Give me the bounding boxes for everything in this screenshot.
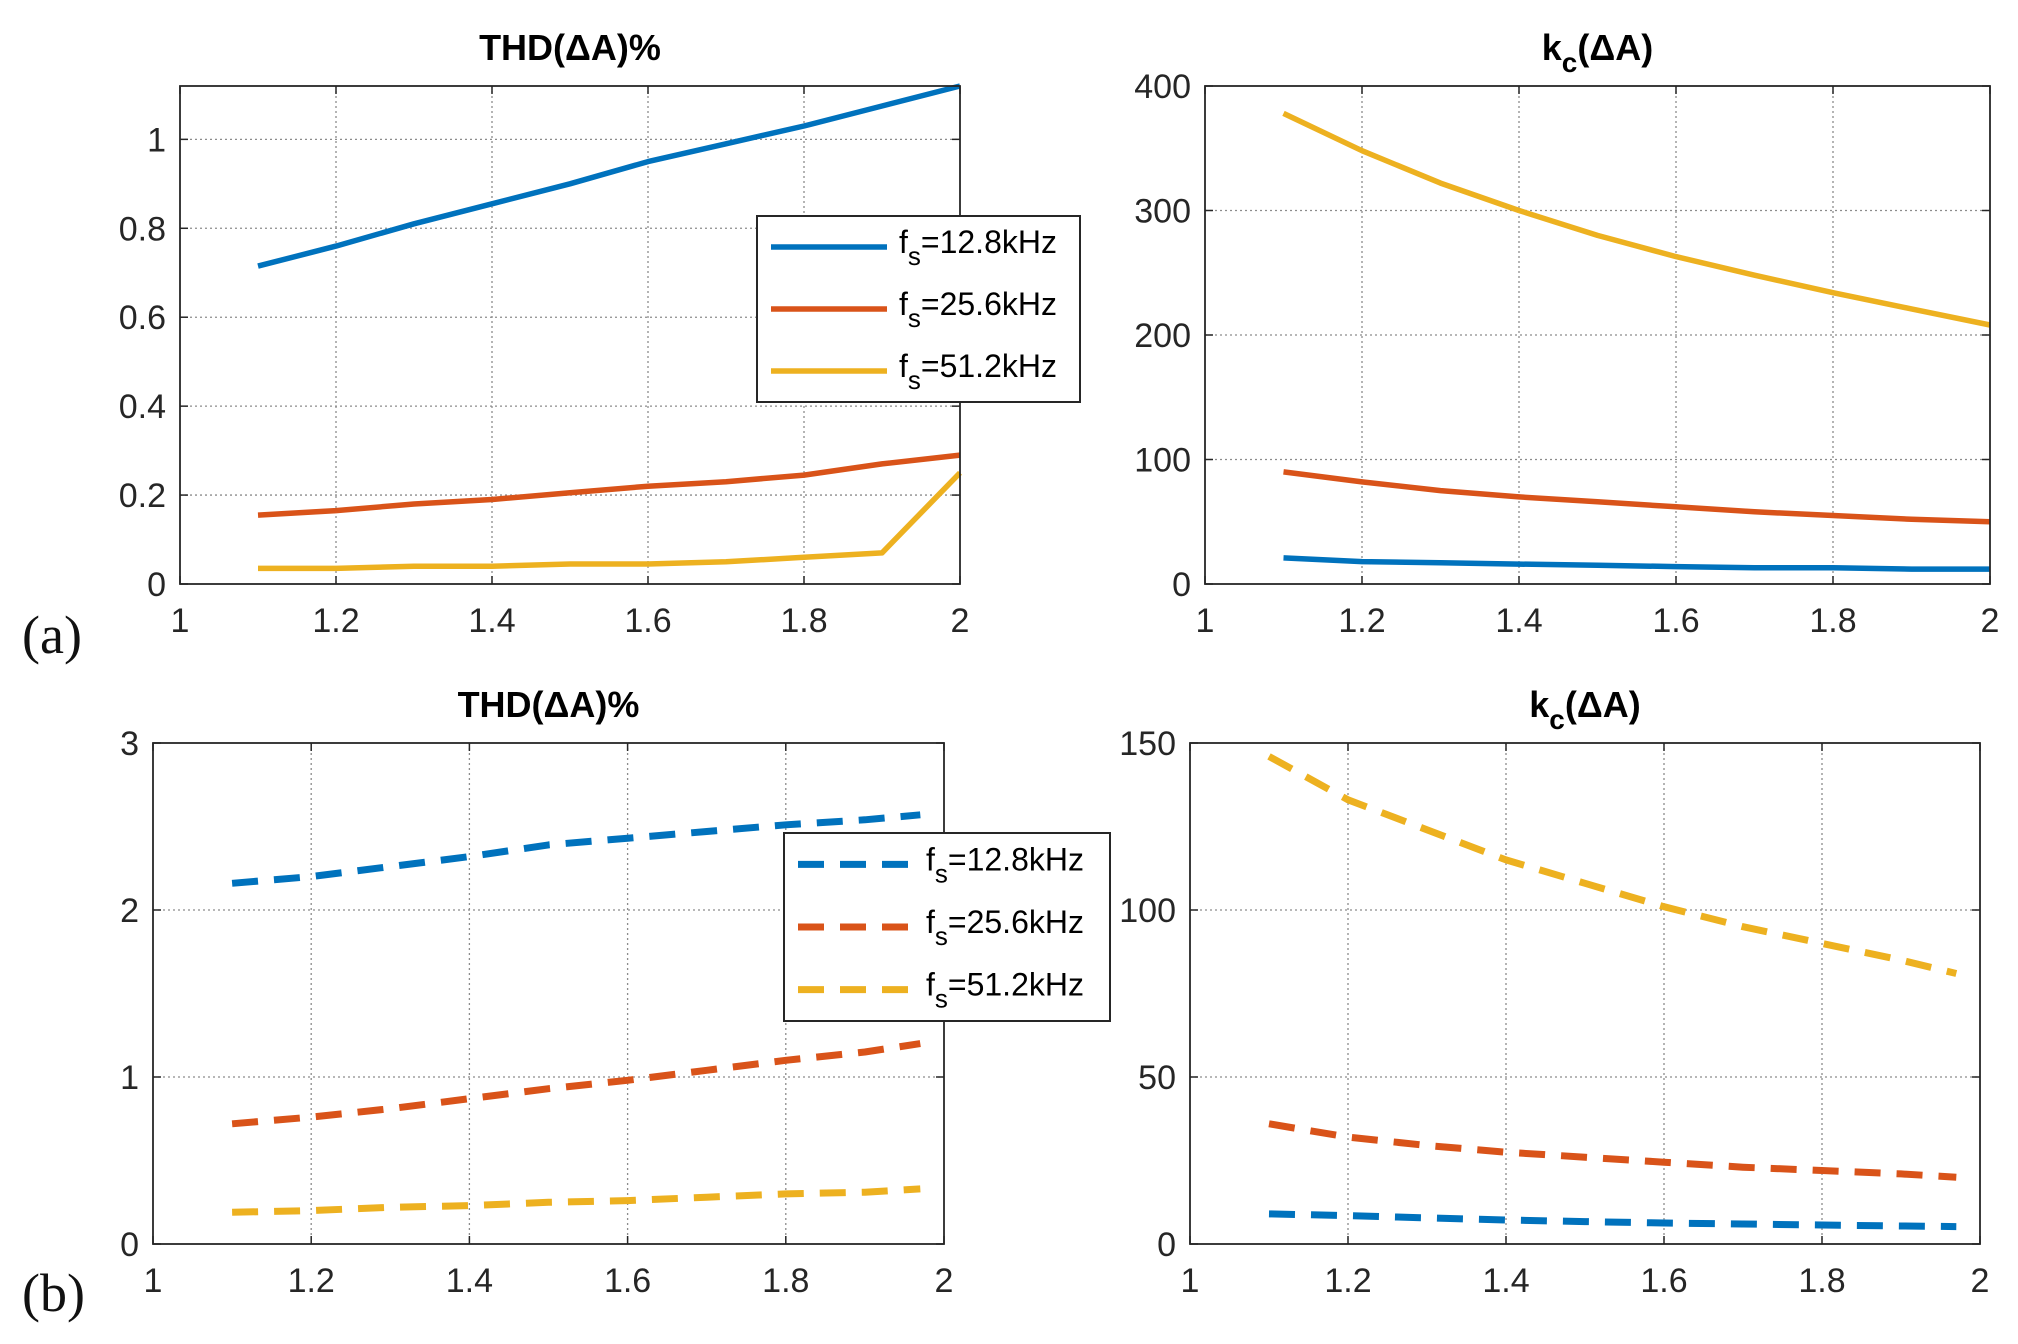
y-tick-label: 200 <box>1134 317 1191 355</box>
y-tick-label: 0.2 <box>119 477 166 515</box>
chart-b-right: 1 1.2 1.4 1.6 1.8 2 0 50 100 150 kc(ΔA) <box>1119 684 1989 1300</box>
series-line-fs=25.6kHz <box>231 1040 921 1128</box>
y-tick-label: 300 <box>1134 193 1191 231</box>
x-tick-label: 2 <box>1981 602 2000 640</box>
series-line-fs=51.2kHz <box>1267 753 1958 977</box>
axes-box <box>1204 85 1991 585</box>
chart-b-left: 1 1.2 1.4 1.6 1.8 20123THD(ΔA)%fs=12.8kHzfs=2… <box>120 684 1111 1300</box>
x-tick-label: 1.8 <box>1809 602 1856 640</box>
series-line-fs=25.6kHz <box>1268 1120 1957 1181</box>
series-line-fs=51.2kHz <box>258 470 962 572</box>
y-tick-label: 100 <box>1119 892 1176 930</box>
x-tick-label: 1.2 <box>312 602 359 640</box>
x-tick-label: 1 <box>1196 602 1215 640</box>
y-tick-label: 1 <box>120 1059 139 1097</box>
panel-label-a: (a) <box>22 605 82 665</box>
series-line-fs=25.6kHz <box>1283 469 1991 525</box>
y-tick-label: 100 <box>1134 442 1191 480</box>
y-tick-label: 2 <box>120 892 139 930</box>
y-tick-label: 0.6 <box>119 299 166 337</box>
x-tick-label: 1.8 <box>762 1262 809 1300</box>
y-tick-label: 400 <box>1134 68 1191 106</box>
chart-title: THD(ΔA)% <box>479 27 661 68</box>
legend-entry: fs=25.6kHz <box>899 286 1057 333</box>
series-line-fs=51.2kHz <box>232 1185 921 1216</box>
series-line-fs=12.8kHz <box>1283 555 1990 572</box>
y-tick-label: 0.8 <box>119 210 166 248</box>
legend-box <box>783 832 1111 1022</box>
series-line-fs=12.8kHz <box>231 811 921 887</box>
x-tick-label: 1.6 <box>624 602 671 640</box>
y-tick-label: 0 <box>147 566 166 604</box>
x-tick-label: 2 <box>1971 1262 1990 1300</box>
y-tick-label: 150 <box>1119 725 1176 763</box>
x-tick-label: 1.6 <box>1652 602 1699 640</box>
y-tick-label: 3 <box>120 725 139 763</box>
legend-entry: fs=51.2kHz <box>899 348 1057 395</box>
y-tick-label: 0 <box>1172 566 1191 604</box>
x-tick-label: 1.8 <box>1798 1262 1845 1300</box>
y-tick-label: 0 <box>120 1226 139 1264</box>
series-line-fs=12.8kHz <box>1268 1210 1957 1231</box>
chart-a-right: 1 1.2 1.4 1.6 1.8 2 0 100 200 300 400 kc(ΔA) <box>1134 27 1999 640</box>
x-tick-label: 1.6 <box>604 1262 651 1300</box>
legend-entry: fs=51.2kHz <box>926 967 1084 1014</box>
legend: fs=12.8kHz fs=25.6kHz fs=51.2kHz <box>783 832 1111 1022</box>
y-tick-label: 1 <box>147 121 166 159</box>
chart-title: THD(ΔA)% <box>458 684 640 725</box>
chart-title: kc(ΔA) <box>1529 684 1640 735</box>
x-tick-label: 1.2 <box>288 1262 335 1300</box>
x-tick-label: 1 <box>171 602 190 640</box>
x-tick-label: 2 <box>935 1262 954 1300</box>
x-tick-label: 1.2 <box>1338 602 1385 640</box>
x-tick-label: 1 <box>144 1262 163 1300</box>
series-line-fs=25.6kHz <box>257 452 961 518</box>
x-tick-label: 2 <box>951 602 970 640</box>
y-tick-label: 0.4 <box>119 388 166 426</box>
y-tick-label: 50 <box>1138 1059 1176 1097</box>
chart-a-left: 1 1.2 1.4 1.6 1.8 2 0 0.2 0.4 0.6 0.8 1 THD(ΔA)% fs=1… <box>119 27 1081 640</box>
legend-entry: fs=12.8kHz <box>926 841 1084 888</box>
series-line-fs=51.2kHz <box>1282 110 1991 328</box>
x-tick-label: 1.4 <box>1482 1262 1529 1300</box>
x-tick-label: 1.4 <box>446 1262 493 1300</box>
x-tick-label: 1.4 <box>468 602 515 640</box>
legend-entry: fs=25.6kHz <box>926 904 1084 951</box>
legend-entry: fs=12.8kHz <box>899 224 1057 271</box>
y-tick-label: 0 <box>1157 1226 1176 1264</box>
axes-box <box>1189 742 1981 1245</box>
legend: fs=12.8kHz fs=25.6kHz fs=51.2kHz <box>756 215 1081 403</box>
chart-title: kc(ΔA) <box>1542 27 1653 78</box>
x-tick-label: 1.4 <box>1495 602 1542 640</box>
x-tick-label: 1.8 <box>780 602 827 640</box>
x-tick-label: 1.6 <box>1640 1262 1687 1300</box>
x-tick-label: 1 <box>1181 1262 1200 1300</box>
series-line-fs=12.8kHz <box>257 83 961 269</box>
panel-label-b: (b) <box>22 1263 85 1323</box>
x-tick-label: 1.2 <box>1324 1262 1371 1300</box>
